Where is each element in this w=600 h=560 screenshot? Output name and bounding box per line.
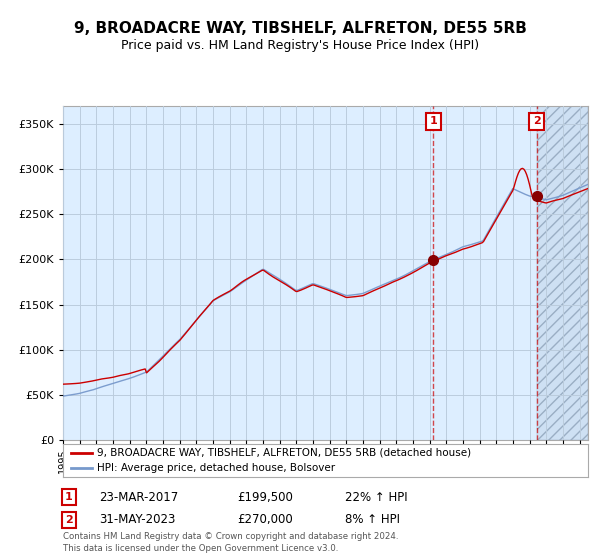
Text: 2: 2 — [533, 116, 541, 127]
Text: Price paid vs. HM Land Registry's House Price Index (HPI): Price paid vs. HM Land Registry's House … — [121, 39, 479, 52]
Text: 8% ↑ HPI: 8% ↑ HPI — [345, 513, 400, 526]
Text: 31-MAY-2023: 31-MAY-2023 — [99, 513, 175, 526]
Text: 1: 1 — [65, 492, 73, 502]
Text: Contains HM Land Registry data © Crown copyright and database right 2024.: Contains HM Land Registry data © Crown c… — [63, 532, 398, 541]
Text: HPI: Average price, detached house, Bolsover: HPI: Average price, detached house, Bols… — [97, 463, 335, 473]
Text: £270,000: £270,000 — [237, 513, 293, 526]
Text: 9, BROADACRE WAY, TIBSHELF, ALFRETON, DE55 5RB (detached house): 9, BROADACRE WAY, TIBSHELF, ALFRETON, DE… — [97, 448, 471, 458]
Text: 2: 2 — [65, 515, 73, 525]
Text: 22% ↑ HPI: 22% ↑ HPI — [345, 491, 407, 504]
Bar — [536, 106, 588, 440]
Text: 23-MAR-2017: 23-MAR-2017 — [99, 491, 178, 504]
Text: This data is licensed under the Open Government Licence v3.0.: This data is licensed under the Open Gov… — [63, 544, 338, 553]
Bar — [536, 106, 588, 440]
Text: 1: 1 — [430, 116, 437, 127]
Text: £199,500: £199,500 — [237, 491, 293, 504]
Text: 9, BROADACRE WAY, TIBSHELF, ALFRETON, DE55 5RB: 9, BROADACRE WAY, TIBSHELF, ALFRETON, DE… — [74, 21, 526, 36]
